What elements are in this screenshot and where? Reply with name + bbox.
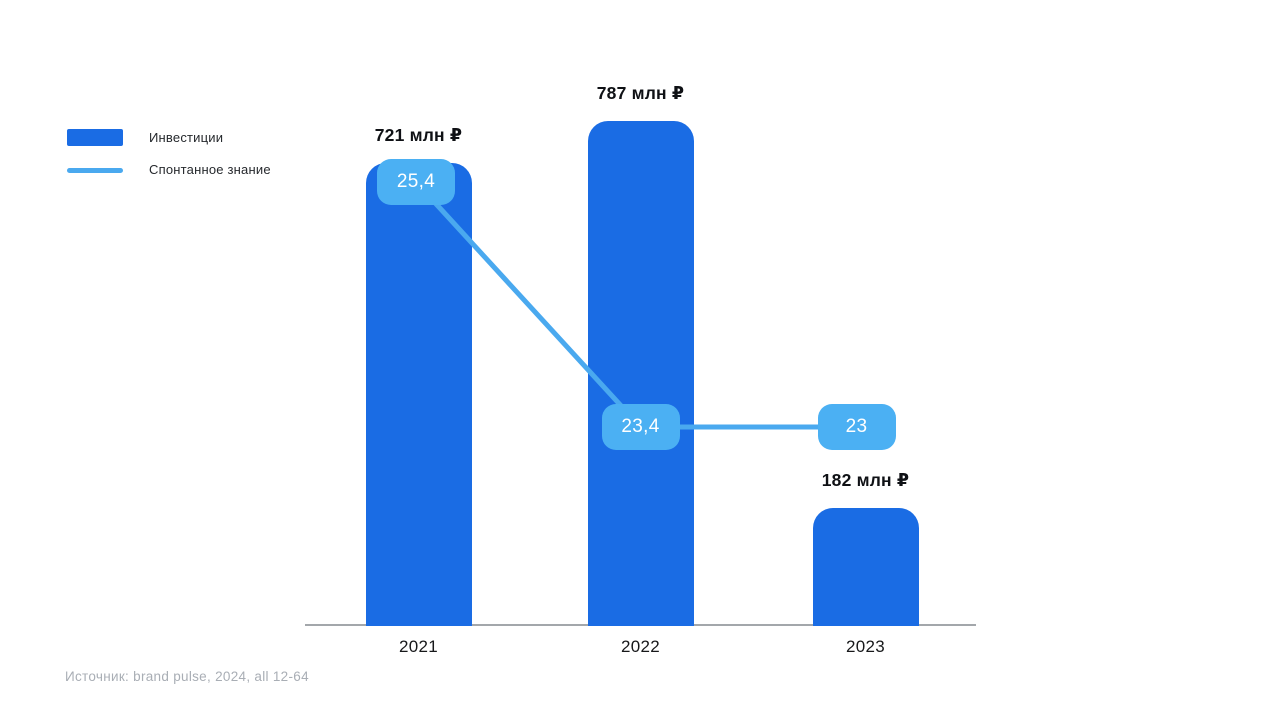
x-axis-label-2023: 2023 bbox=[845, 637, 886, 656]
x-axis-line bbox=[305, 624, 976, 626]
awareness-line-path bbox=[414, 180, 857, 430]
legend-label-awareness: Спонтанное знание bbox=[149, 162, 271, 177]
line-value-badge-2023: 23 bbox=[817, 404, 896, 450]
bar-value-label-2022: 787 млн ₽ bbox=[596, 83, 685, 103]
bar-2021 bbox=[365, 163, 472, 626]
bar-value-label-2023: 182 млн ₽ bbox=[821, 470, 910, 490]
x-axis-label-2021: 2021 bbox=[398, 637, 439, 656]
legend-item-investments: Инвестиции bbox=[67, 127, 271, 148]
line-value-badge-2021: 25,4 bbox=[377, 159, 455, 205]
investments-bar-swatch-icon bbox=[67, 129, 123, 146]
bar-2023 bbox=[812, 508, 919, 626]
bar-value-label-2021: 721 млн ₽ bbox=[374, 125, 463, 145]
line-value-badge-2022: 23,4 bbox=[601, 404, 680, 450]
legend: Инвестиции Спонтанное знание bbox=[67, 127, 271, 191]
x-axis-label-2022: 2022 bbox=[620, 637, 661, 656]
source-note: Источник: brand pulse, 2024, all 12-64 bbox=[65, 669, 309, 684]
awareness-line-swatch-icon bbox=[67, 168, 123, 173]
legend-item-awareness: Спонтанное знание bbox=[67, 159, 271, 180]
bar-2022 bbox=[587, 121, 694, 626]
legend-label-investments: Инвестиции bbox=[149, 130, 224, 145]
